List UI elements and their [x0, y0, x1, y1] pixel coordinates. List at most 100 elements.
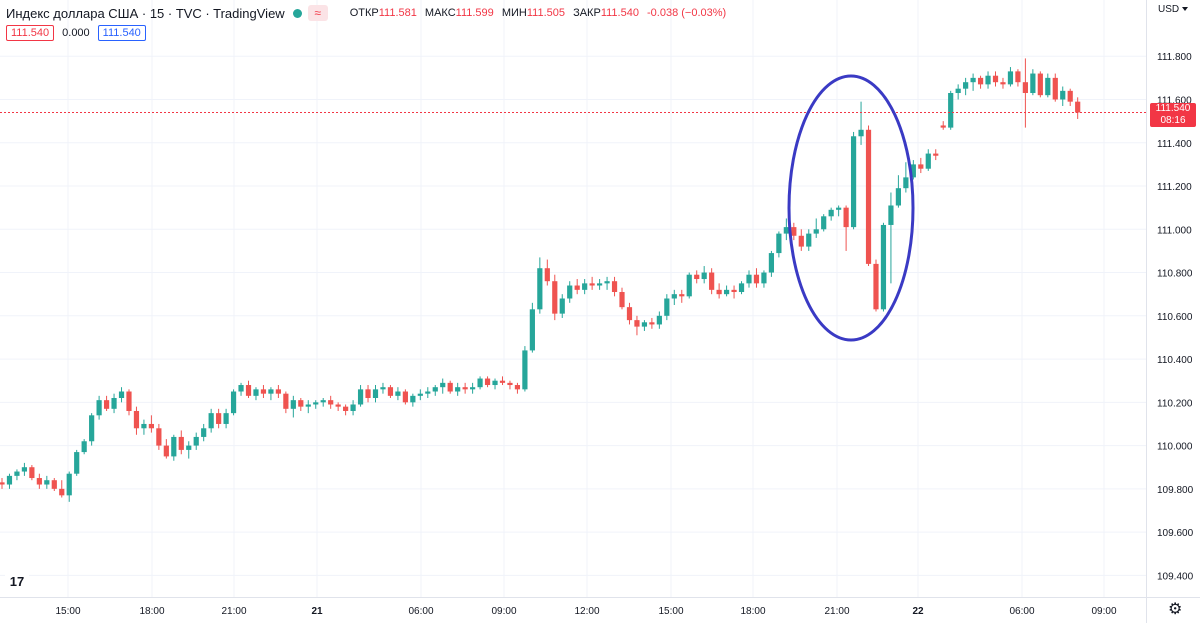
candle[interactable]: [103, 395, 110, 411]
candle[interactable]: [275, 385, 281, 398]
candle[interactable]: [880, 222, 887, 312]
candle[interactable]: [171, 434, 177, 461]
candle[interactable]: [686, 272, 692, 299]
candle[interactable]: [320, 398, 326, 407]
candle[interactable]: [597, 279, 603, 290]
candle[interactable]: [223, 408, 229, 429]
candle[interactable]: [163, 439, 169, 459]
candle[interactable]: [634, 315, 640, 336]
candle[interactable]: [372, 385, 379, 403]
candle[interactable]: [723, 285, 730, 297]
candle[interactable]: [671, 289, 677, 305]
candle[interactable]: [873, 259, 879, 312]
candle[interactable]: [6, 473, 13, 489]
candle[interactable]: [806, 229, 812, 251]
candle[interactable]: [858, 101, 864, 145]
candle[interactable]: [1067, 88, 1073, 106]
candle[interactable]: [156, 423, 162, 450]
candle[interactable]: [656, 311, 662, 329]
candle[interactable]: [492, 378, 498, 390]
candle[interactable]: [992, 71, 999, 87]
candlestick-chart[interactable]: [0, 0, 1146, 597]
candle[interactable]: [1075, 97, 1081, 119]
candle[interactable]: [410, 393, 416, 407]
candle[interactable]: [791, 222, 797, 241]
candle[interactable]: [245, 380, 252, 398]
candle[interactable]: [850, 131, 857, 230]
candle[interactable]: [484, 376, 491, 388]
candle[interactable]: [1045, 73, 1051, 98]
candle[interactable]: [81, 439, 87, 455]
currency-selector[interactable]: USD: [1158, 4, 1188, 15]
candle[interactable]: [746, 270, 752, 288]
candle[interactable]: [925, 149, 931, 171]
candle[interactable]: [701, 266, 707, 284]
candle[interactable]: [1037, 71, 1043, 98]
candle[interactable]: [186, 441, 192, 459]
candle[interactable]: [843, 205, 849, 251]
candle[interactable]: [193, 432, 199, 450]
candle[interactable]: [477, 376, 483, 390]
candle[interactable]: [582, 279, 588, 295]
time-axis[interactable]: 15:00 18:00 21:00 21 06:00 09:00 12:00 15:00 18:…: [0, 597, 1146, 623]
candle[interactable]: [21, 462, 28, 476]
candle[interactable]: [470, 382, 476, 394]
candle[interactable]: [619, 287, 625, 310]
candle[interactable]: [977, 75, 984, 89]
candle[interactable]: [783, 218, 789, 241]
candle[interactable]: [0, 478, 5, 489]
candle[interactable]: [440, 378, 446, 394]
candle[interactable]: [1052, 73, 1058, 102]
candle[interactable]: [305, 400, 311, 414]
candle[interactable]: [940, 121, 946, 130]
candle[interactable]: [970, 73, 976, 91]
candle[interactable]: [641, 320, 648, 331]
chart-plot-area[interactable]: [0, 0, 1146, 597]
candle[interactable]: [731, 285, 737, 299]
candle[interactable]: [761, 270, 767, 288]
candle[interactable]: [836, 205, 842, 217]
candle[interactable]: [1022, 58, 1028, 128]
candle[interactable]: [335, 402, 341, 411]
gear-icon[interactable]: ⚙: [1168, 601, 1183, 618]
candle[interactable]: [798, 229, 804, 251]
candle[interactable]: [44, 475, 50, 489]
candle[interactable]: [1000, 77, 1006, 89]
candle[interactable]: [888, 192, 894, 284]
candle[interactable]: [963, 77, 969, 96]
tradingview-logo-icon[interactable]: 17: [5, 571, 29, 591]
candle[interactable]: [208, 408, 214, 433]
candle[interactable]: [148, 415, 154, 433]
candle[interactable]: [402, 389, 408, 405]
symbol-title[interactable]: Индекс доллара США · 15 · TVC · TradingV…: [6, 5, 285, 21]
candle[interactable]: [432, 385, 438, 396]
candle[interactable]: [828, 207, 834, 221]
candle[interactable]: [425, 387, 431, 398]
candle[interactable]: [529, 302, 535, 353]
candle[interactable]: [499, 376, 506, 386]
candle[interactable]: [1007, 67, 1014, 87]
candle[interactable]: [365, 385, 371, 403]
candle[interactable]: [283, 391, 289, 414]
candle[interactable]: [126, 389, 132, 416]
candle[interactable]: [604, 276, 610, 290]
candle[interactable]: [447, 380, 453, 394]
candle[interactable]: [611, 276, 618, 297]
candle[interactable]: [111, 393, 117, 414]
candle[interactable]: [357, 385, 364, 407]
candle[interactable]: [133, 406, 140, 435]
candle[interactable]: [574, 279, 580, 295]
candle[interactable]: [559, 294, 565, 318]
candle[interactable]: [589, 276, 595, 290]
candle[interactable]: [716, 283, 722, 299]
candle[interactable]: [753, 268, 760, 288]
candle[interactable]: [417, 389, 423, 401]
candle[interactable]: [821, 214, 827, 232]
candle[interactable]: [918, 157, 924, 174]
candle[interactable]: [507, 380, 513, 390]
candle[interactable]: [694, 270, 700, 284]
candle[interactable]: [29, 465, 35, 481]
candle[interactable]: [66, 471, 72, 502]
candle[interactable]: [679, 289, 685, 303]
candle[interactable]: [552, 274, 558, 321]
